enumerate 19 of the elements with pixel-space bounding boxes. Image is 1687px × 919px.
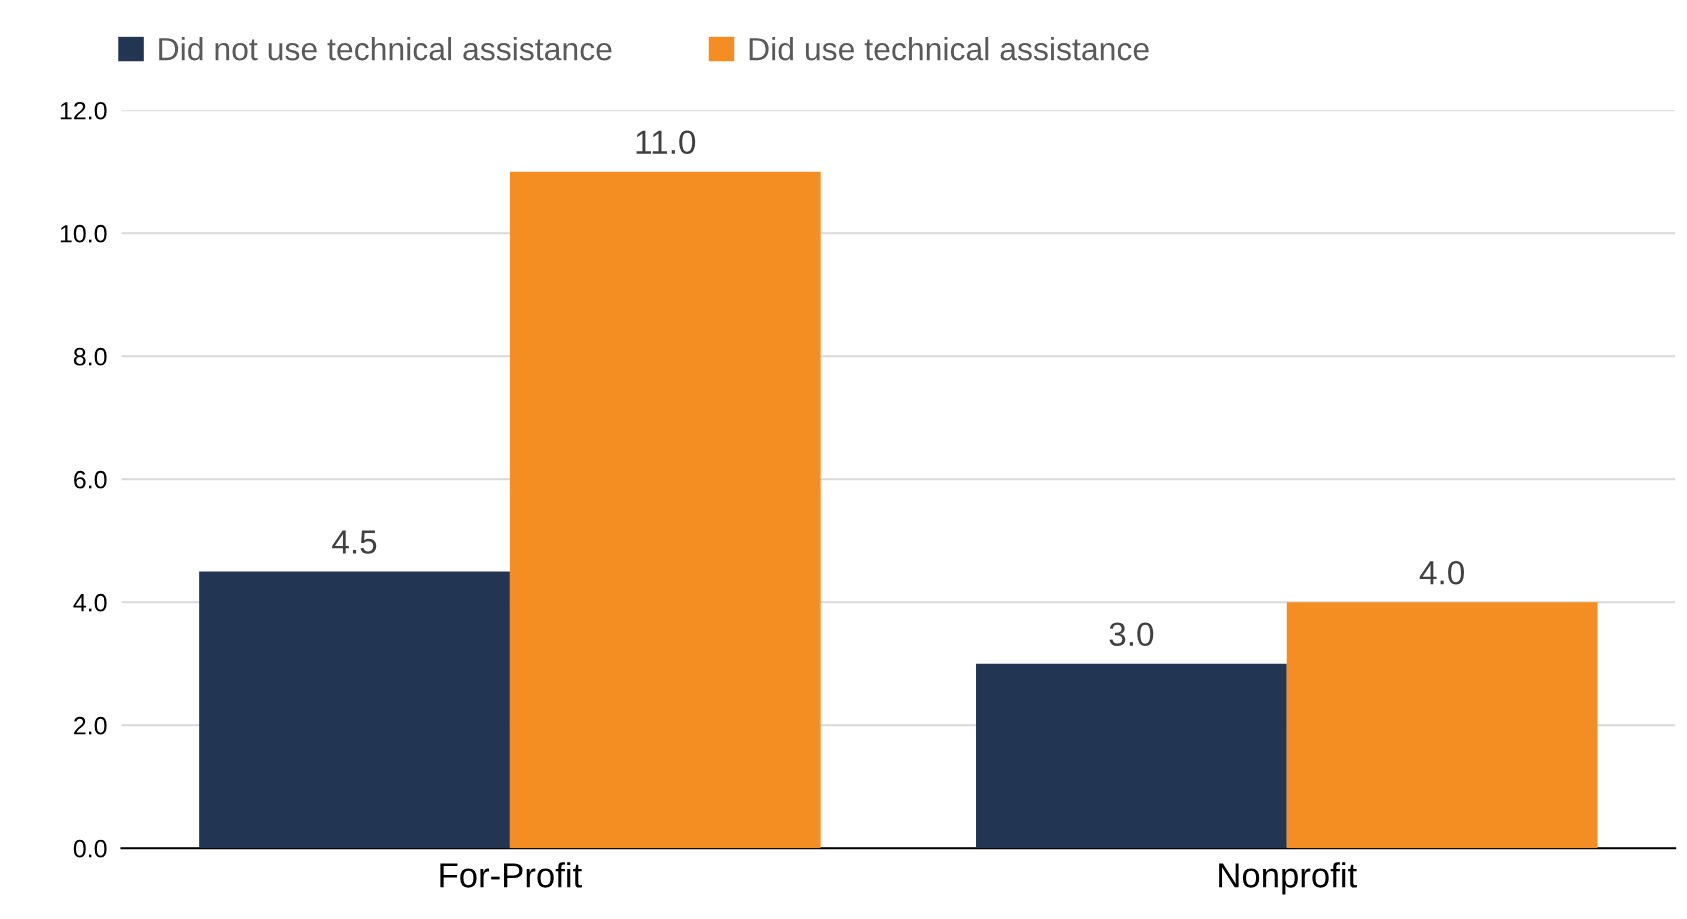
legend-label: Did not use technical assistance <box>159 36 612 61</box>
bar <box>1286 602 1598 849</box>
y-tick-label: 10.0 <box>60 224 107 243</box>
x-tick-label: For-Profit <box>440 862 582 888</box>
y-tick-label: 6.0 <box>74 470 107 489</box>
bar <box>509 171 821 849</box>
data-label: 4.5 <box>332 530 377 554</box>
bar <box>976 663 1287 849</box>
legend-label: Did use technical assistance <box>749 36 1149 61</box>
y-tick-label: 4.0 <box>73 593 107 612</box>
y-tick-label: 12.0 <box>60 101 107 120</box>
bar <box>199 571 510 849</box>
data-label: 3.0 <box>1109 622 1154 647</box>
x-tick-label: Nonprofit <box>1219 862 1357 895</box>
y-tick-label: 2.0 <box>74 716 107 735</box>
data-label: 11.0 <box>636 130 696 155</box>
y-tick-label: 0.0 <box>73 839 107 858</box>
data-label: 4.0 <box>1419 560 1464 585</box>
y-tick-label: 8.0 <box>73 347 107 366</box>
